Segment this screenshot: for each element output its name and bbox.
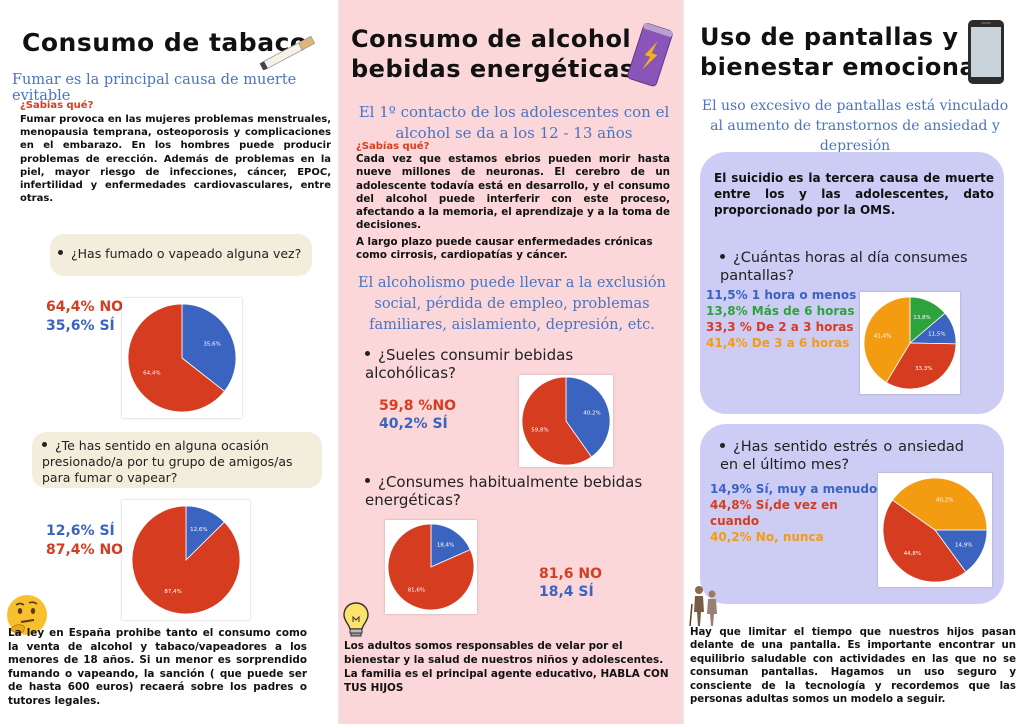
tabaco-q2-si: 12,6% SÍ bbox=[46, 523, 115, 539]
pie-slice-label: 33,3% bbox=[915, 366, 932, 372]
alcohol-question-1: ¿Sueles consumir bebidas alcohólicas? bbox=[365, 346, 615, 382]
tabaco-q1-pie-chart: 35,6% 64,4% bbox=[122, 298, 242, 418]
pie-slice-label: 13,8% bbox=[913, 315, 930, 321]
tabaco-question-1: ¿Has fumado o vapeado alguna vez? bbox=[50, 234, 312, 276]
alcohol-q1-pie-chart: 40,2% 59,8% bbox=[519, 375, 613, 467]
tabaco-q1-no: 64,4% NO bbox=[46, 299, 124, 315]
pantallas-question-1-text: ¿Cuántas horas al día consumes pantallas… bbox=[720, 250, 968, 284]
alcohol-subtitle: El 1º contacto de los adolescentes con e… bbox=[358, 103, 670, 142]
tabaco-sabias-text: Fumar provoca en las mujeres problemas m… bbox=[20, 114, 331, 205]
alcohol-q2-no: 81,6 NO bbox=[539, 566, 603, 582]
pantallas-question-1: ¿Cuántas horas al día consumes pantallas… bbox=[720, 249, 990, 285]
alcohol-question-1-text: ¿Sueles consumir bebidas alcohólicas? bbox=[365, 346, 574, 382]
pie-slice-label: 81,6% bbox=[408, 587, 425, 593]
pie-slice-label: 40,2% bbox=[936, 497, 953, 503]
alcohol-q2-pie-chart: 18,4% 81,6% bbox=[385, 520, 477, 614]
tabaco-question-1-text: ¿Has fumado o vapeado alguna vez? bbox=[71, 246, 302, 261]
pantallas-q2-stat-2: 44,8% Sí,de vez en cuando bbox=[710, 498, 838, 528]
alcohol-q2-si: 18,4 SÍ bbox=[539, 584, 594, 600]
pie-slice-s-muy-a-menudo bbox=[934, 529, 988, 573]
bullet-icon bbox=[720, 442, 725, 448]
pie-slice-s- bbox=[181, 303, 237, 392]
pantallas-question-2: ¿Has sentido estrés o ansiedad en el últ… bbox=[720, 438, 964, 474]
pantallas-q2-stat-3: 40,2% No, nunca bbox=[710, 530, 824, 544]
pie-slice-label: 18,4% bbox=[437, 543, 454, 549]
pie-slice-no-nunca bbox=[891, 477, 988, 531]
tabaco-question-2-text: ¿Te has sentido en alguna ocasión presio… bbox=[42, 438, 293, 485]
alcohol-question-2: ¿Consumes habitualmente bebidas energéti… bbox=[365, 473, 655, 509]
bullet-icon bbox=[365, 351, 370, 356]
tabaco-q1-si: 35,6% SÍ bbox=[46, 318, 115, 334]
thinking-face-icon bbox=[7, 595, 47, 635]
pantallas-title-line1: Uso de pantallas y bbox=[700, 23, 959, 51]
pie-slice-label: 11,5% bbox=[928, 331, 945, 337]
tabaco-ley-text: La ley en España prohibe tanto el consum… bbox=[8, 627, 307, 707]
pie-slice-label: 87,4% bbox=[164, 589, 181, 595]
pie-slice-label: 44,8% bbox=[904, 551, 921, 557]
pantallas-question-2-text: ¿Has sentido estrés o ansiedad en el últ… bbox=[720, 439, 964, 473]
pie-slice-label: 41,4% bbox=[874, 333, 891, 339]
pantallas-q1-stat-2: 13,8% Más de 6 horas bbox=[706, 304, 855, 318]
pantallas-suicidio-text: El suicidio es la tercera causa de muert… bbox=[714, 171, 994, 217]
pie-slice-no bbox=[387, 523, 475, 611]
alcohol-sabias-label: ¿Sabías qué? bbox=[356, 141, 430, 152]
pie-slice-s-de-vez-en-cuando bbox=[882, 499, 967, 583]
pie-slice-label: 40,2% bbox=[583, 411, 600, 417]
pantallas-panel: Uso de pantallas y bienestar emocional E… bbox=[684, 0, 1024, 724]
pie-slice-de-3-a-6-horas bbox=[863, 296, 911, 383]
pantallas-subtitle: El uso excesivo de pantallas está vincul… bbox=[701, 98, 1009, 154]
pie-slice-no bbox=[127, 303, 226, 413]
alcohol-q1-no: 59,8 %NO bbox=[379, 398, 457, 414]
energy-drink-can-icon bbox=[627, 22, 673, 87]
alcohol-title-line2: bebidas energéticas bbox=[351, 55, 635, 83]
cigarette-icon bbox=[259, 36, 316, 70]
pantallas-limitar-text: Hay que limitar el tiempo que nuestros h… bbox=[690, 627, 1016, 706]
alcohol-q1-si: 40,2% SÍ bbox=[379, 416, 448, 432]
alcohol-title: Consumo de alcohol y bebidas energéticas bbox=[351, 24, 656, 84]
pantallas-q1-stat-1: 11,5% 1 hora o menos bbox=[706, 288, 857, 302]
alcohol-alcoholismo-text: El alcoholismo puede llevar a la exclusi… bbox=[358, 275, 666, 333]
tabaco-title: Consumo de tabaco bbox=[22, 28, 308, 57]
tabaco-q2-pie-chart: 12,6% 87,4% bbox=[122, 500, 250, 620]
pantallas-q1-stat-3: 33,3 % De 2 a 3 horas bbox=[706, 320, 854, 334]
family-walking-icon bbox=[689, 586, 717, 627]
pantallas-q2-pie-chart: 14,9% 44,8% 40,2% bbox=[878, 473, 992, 587]
bullet-icon bbox=[58, 250, 63, 255]
bullet-icon bbox=[365, 478, 370, 483]
pantallas-q2-stat-1: 14,9% Sí, muy a menudo bbox=[710, 482, 878, 496]
pantallas-title: Uso de pantallas y bienestar emocional bbox=[700, 22, 985, 82]
pie-slice-label: 64,4% bbox=[143, 371, 160, 377]
pie-slice-label: 35,6% bbox=[203, 341, 220, 347]
pie-slice-s- bbox=[430, 523, 471, 568]
alcohol-familia-text: La familia es el principal agente educat… bbox=[344, 668, 669, 694]
pie-slice-de-2-a-3-horas bbox=[885, 342, 957, 390]
tabaco-question-2: ¿Te has sentido en alguna ocasión presio… bbox=[32, 432, 322, 488]
pantallas-title-line2: bienestar emocional bbox=[700, 53, 985, 81]
tabaco-subtitle: Fumar es la principal causa de muerte ev… bbox=[12, 72, 297, 104]
pantallas-q1-stat-4: 41,4% De 3 a 6 horas bbox=[706, 336, 850, 350]
pie-slice-label: 12,6% bbox=[190, 527, 207, 533]
alcohol-question-2-text: ¿Consumes habitualmente bebidas energéti… bbox=[365, 473, 643, 509]
bullet-icon bbox=[720, 253, 725, 259]
bullet-icon bbox=[42, 442, 47, 447]
pie-slice-no bbox=[521, 376, 592, 466]
alcohol-title-line1: Consumo de alcohol y bbox=[351, 25, 657, 53]
alcohol-adultos-text: Los adultos somos responsables de velar … bbox=[344, 640, 664, 666]
lightbulb-icon bbox=[343, 602, 369, 637]
smartphone-icon bbox=[968, 20, 1004, 84]
pie-slice-label: 14,9% bbox=[955, 543, 972, 549]
pie-slice-s- bbox=[565, 376, 611, 458]
alcohol-sabias-text-1: Cada vez que estamos ebrios pueden morir… bbox=[356, 153, 670, 232]
pie-slice-label: 59,8% bbox=[531, 427, 548, 433]
tabaco-q2-no: 87,4% NO bbox=[46, 542, 124, 558]
alcohol-sabias-text-2: A largo plazo puede causar enfermedades … bbox=[356, 236, 653, 262]
tabaco-panel: Consumo de tabaco Fumar es la principal … bbox=[0, 0, 338, 724]
pantallas-q1-pie-chart: 13,8% 11,5% 33,3% 41,4% bbox=[860, 292, 960, 394]
pie-slice-no bbox=[131, 505, 241, 615]
tabaco-sabias-label: ¿Sabias qué? bbox=[20, 100, 94, 111]
alcohol-panel: Consumo de alcohol y bebidas energéticas… bbox=[338, 0, 684, 724]
